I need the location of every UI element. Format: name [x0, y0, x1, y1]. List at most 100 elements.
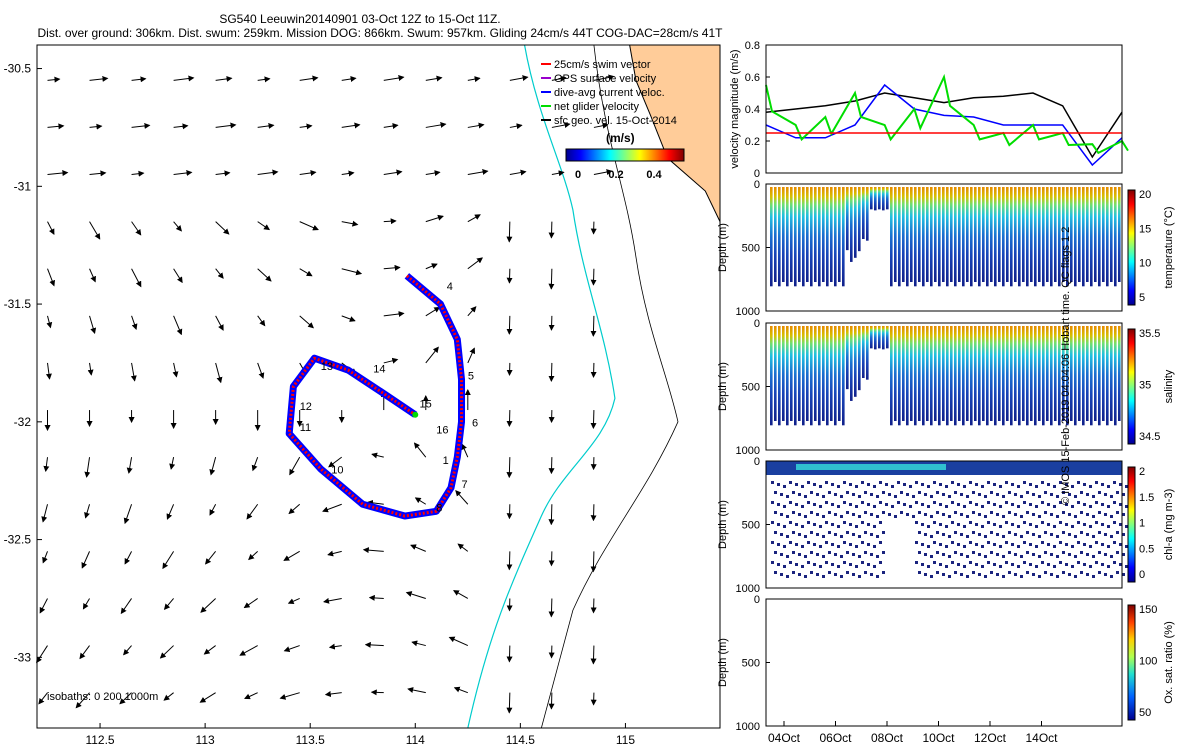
- profile-column: [918, 187, 921, 282]
- chla-sample: [1020, 515, 1023, 518]
- profile-column: [898, 326, 901, 426]
- colorbar-tick-label: 15: [1139, 223, 1151, 235]
- profile-column: [1010, 326, 1013, 426]
- chla-sample: [792, 531, 795, 534]
- x-tick-label: 113: [196, 733, 215, 747]
- profile-column: [938, 187, 941, 287]
- chla-sample: [870, 533, 873, 536]
- velocity-vector: [590, 410, 597, 430]
- chla-sample: [801, 545, 804, 548]
- chla-sample: [912, 515, 915, 518]
- chla-sample: [1014, 493, 1017, 496]
- velocity-vector: [299, 268, 313, 277]
- profile-column: [1070, 187, 1073, 282]
- chla-sample: [915, 541, 918, 544]
- profile-column: [1066, 187, 1069, 287]
- chla-sample: [819, 565, 822, 568]
- profile-column: [982, 326, 985, 421]
- chla-sample: [990, 491, 993, 494]
- chla-sample: [915, 561, 918, 564]
- time-tick-label: 06Oct: [819, 731, 852, 745]
- chla-sample: [792, 571, 795, 574]
- profile-column: [1014, 187, 1017, 282]
- chla-sample: [948, 575, 951, 578]
- chla-sample: [1083, 523, 1086, 526]
- chla-sample: [1005, 481, 1008, 484]
- section-ytick-label: 0: [754, 456, 760, 468]
- profile-column: [998, 187, 1001, 282]
- profile-column: [950, 187, 953, 282]
- chla-sample: [861, 521, 864, 524]
- chla-sample: [1050, 553, 1053, 556]
- profile-column: [1042, 187, 1045, 287]
- isobath-1000: [467, 44, 616, 729]
- profile-column: [926, 326, 929, 421]
- chla-sample: [861, 481, 864, 484]
- x-tick-label: 115: [616, 733, 635, 747]
- chla-sample: [849, 523, 852, 526]
- chla-sample: [1074, 555, 1077, 558]
- chla-sample: [933, 521, 936, 524]
- profile-column: [962, 326, 965, 426]
- chla-sample: [915, 501, 918, 504]
- velocity-vector: [283, 645, 300, 653]
- velocity-vector: [452, 590, 469, 599]
- chla-sample: [969, 561, 972, 564]
- chla-sample: [1014, 553, 1017, 556]
- profile-column: [962, 187, 965, 287]
- profile-column: [862, 326, 865, 379]
- velocity-vector: [89, 221, 101, 240]
- colorbar-label: temperature (°C): [1163, 206, 1175, 288]
- chla-sample: [855, 505, 858, 508]
- section-ytick-label: 0: [754, 594, 760, 606]
- profile-column: [802, 187, 805, 287]
- profile-column: [918, 326, 921, 421]
- chla-sample: [975, 563, 978, 566]
- profile-column: [830, 187, 833, 282]
- chla-sample: [1020, 535, 1023, 538]
- chla-sample: [834, 573, 837, 576]
- profile-column: [782, 326, 785, 421]
- profile-column: [1086, 326, 1089, 421]
- chla-sample: [1029, 483, 1032, 486]
- profile-column: [830, 326, 833, 421]
- chla-sample: [921, 543, 924, 546]
- chart-title: SG540 Leeuwin20140901 03-Oct 12Z to 15-O…: [219, 12, 501, 26]
- chla-sample: [894, 495, 897, 498]
- chla-sample: [1125, 485, 1128, 488]
- profile-column: [1106, 187, 1109, 287]
- profile-column: [1082, 326, 1085, 426]
- chla-sample: [861, 501, 864, 504]
- chla-sample: [870, 493, 873, 496]
- velocity-vector: [289, 456, 301, 476]
- chla-sample: [840, 555, 843, 558]
- chla-sample: [831, 503, 834, 506]
- chla-sample: [1008, 551, 1011, 554]
- chla-sample: [951, 521, 954, 524]
- profile-column: [978, 326, 981, 426]
- chla-sample: [777, 483, 780, 486]
- chla-sample: [843, 481, 846, 484]
- chla-sample: [819, 505, 822, 508]
- chla-sample: [885, 483, 888, 486]
- chla-sample: [1014, 513, 1017, 516]
- profile-column: [850, 326, 853, 401]
- chla-sample: [852, 493, 855, 496]
- chla-sample: [990, 551, 993, 554]
- velocity-vector: [323, 597, 342, 604]
- chla-sample: [978, 553, 981, 556]
- chla-sample: [981, 505, 984, 508]
- chla-sample: [1113, 541, 1116, 544]
- chla-sample: [1062, 491, 1065, 494]
- chla-sample: [858, 555, 861, 558]
- velocity-vector: [448, 636, 469, 647]
- chla-sample: [840, 575, 843, 578]
- chla-sample: [870, 553, 873, 556]
- chla-sample: [1065, 523, 1068, 526]
- velocity-vector: [467, 214, 481, 223]
- profile-column: [886, 326, 889, 349]
- chla-sample: [1116, 511, 1119, 514]
- chla-sample: [987, 521, 990, 524]
- chla-sample: [855, 565, 858, 568]
- chla-sample: [996, 513, 999, 516]
